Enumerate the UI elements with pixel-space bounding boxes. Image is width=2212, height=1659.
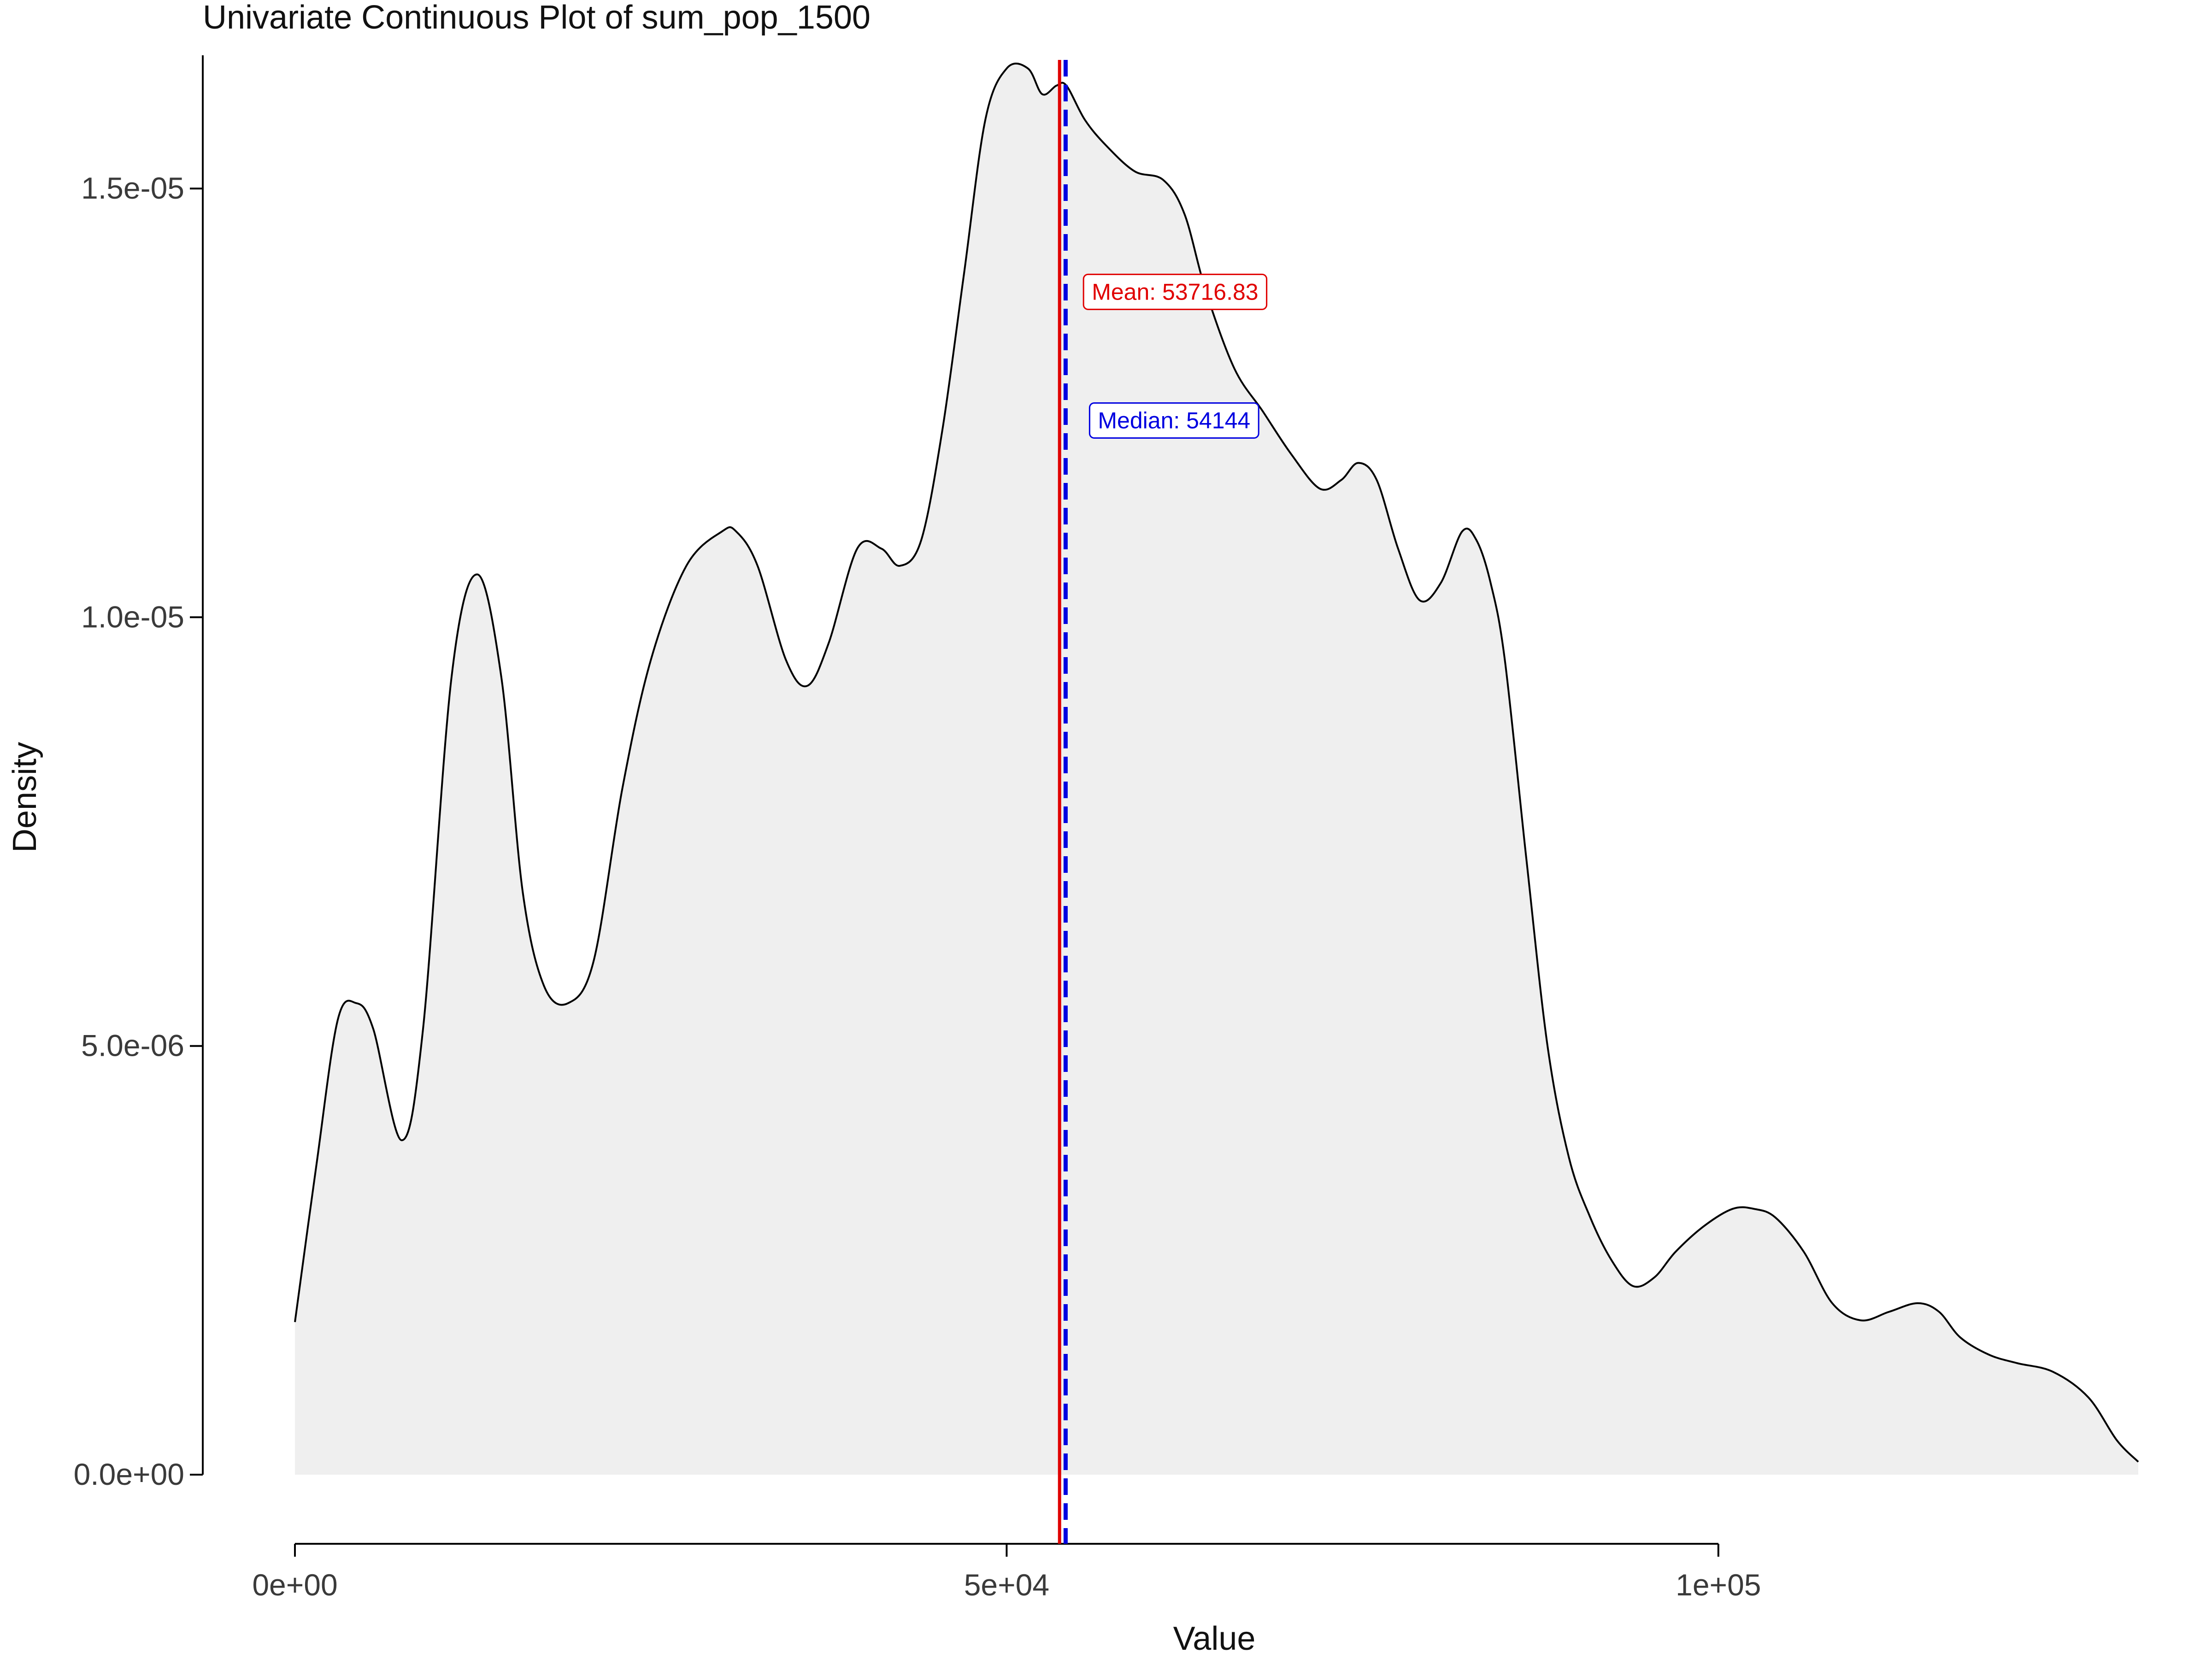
x-axis-title: Value [1173, 1620, 1256, 1657]
reference-lines: Mean: 53716.83 Median: 54144 [1058, 60, 1268, 1544]
x-tick-label: 1e+05 [1676, 1568, 1761, 1602]
y-axis-title: Density [6, 742, 43, 853]
y-tick-label: 1.5e-05 [81, 171, 184, 205]
mean-label-box [1082, 273, 1268, 310]
x-tick-label: 5e+04 [964, 1568, 1049, 1602]
y-tick-label: 0.0e+00 [74, 1457, 184, 1491]
mean-label-text: Mean: 53716.83 [1092, 279, 1258, 305]
median-label-text: Median: 54144 [1098, 407, 1250, 433]
y-tick-label: 1.0e-05 [81, 600, 184, 634]
density-line [294, 62, 2139, 1463]
median-label-box [1088, 402, 1259, 439]
mean-label: Mean: 53716.83 [1082, 273, 1268, 310]
y-tick-label: 5.0e-06 [81, 1029, 184, 1063]
median-label: Median: 54144 [1088, 402, 1259, 439]
x-tick-label: 0e+00 [252, 1568, 337, 1602]
axes: 0.0e+00 5.0e-06 1.0e-05 1.5e-05 0e+00 5e+04 1e… [74, 55, 1761, 1602]
chart-title: Univariate Continuous Plot of sum_pop_15… [203, 0, 871, 36]
plot-area [294, 62, 2139, 1475]
density-area [295, 63, 2138, 1475]
